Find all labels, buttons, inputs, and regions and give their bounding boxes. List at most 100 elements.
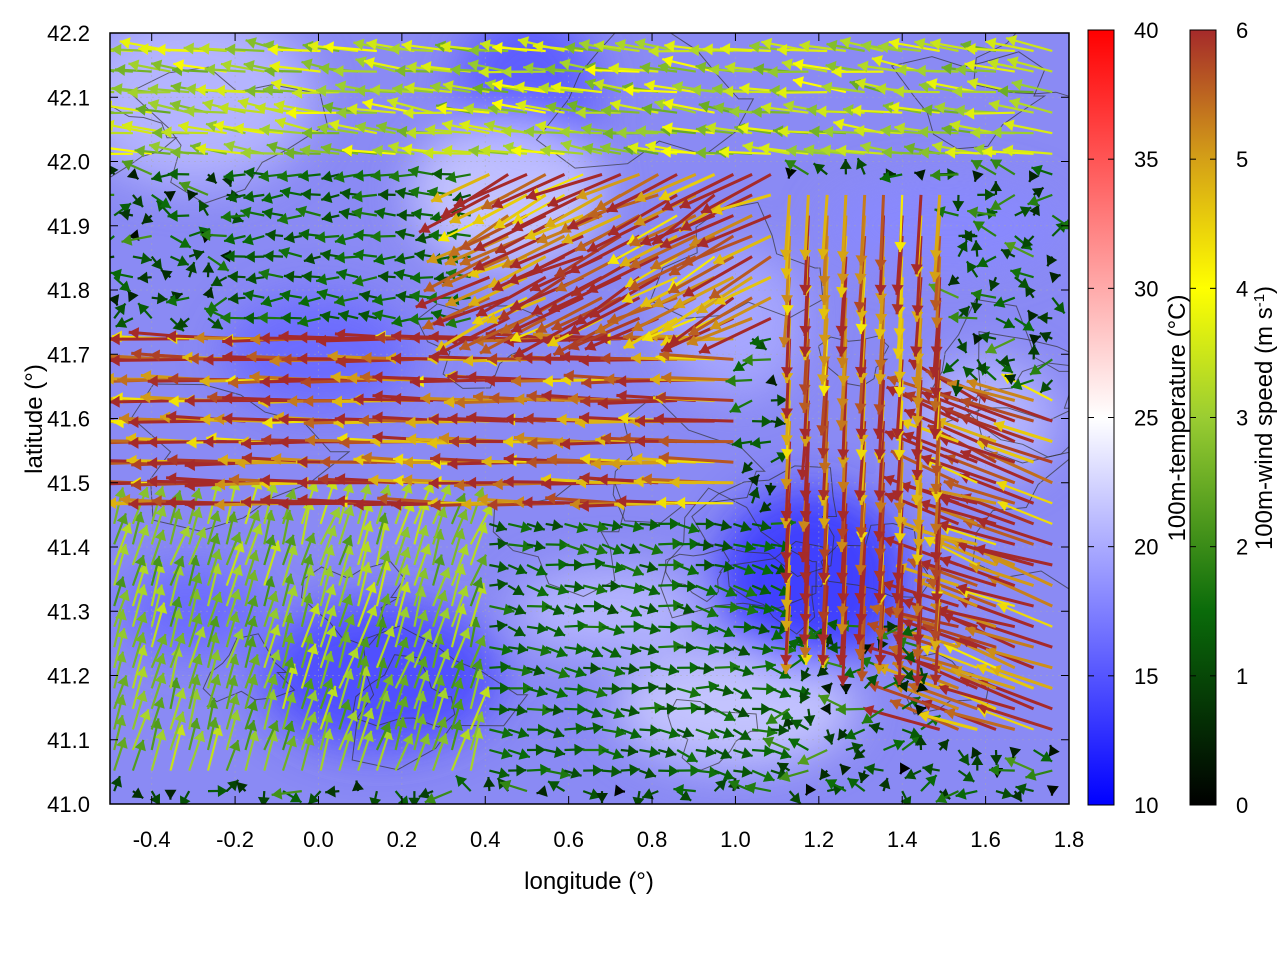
y-tick-label: 41.1 — [47, 728, 90, 753]
wind-arrow-head — [661, 341, 673, 353]
wind-arrow-head — [207, 391, 218, 404]
wind-arrow-head — [803, 715, 816, 726]
wind-arrow-head — [450, 63, 461, 76]
wind-arrow-shaft — [594, 173, 660, 212]
wind-arrow-shaft — [554, 234, 622, 278]
wind-arrow-head — [632, 796, 645, 804]
wind-arrow-shaft — [436, 316, 509, 356]
wind-arrow-head — [78, 458, 88, 470]
wind-arrow-head — [263, 576, 276, 588]
wind-arrow-head — [570, 767, 582, 779]
wind-arrow-head — [190, 488, 203, 500]
wind-arrow-head — [601, 104, 612, 117]
wind-arrow-head — [319, 310, 331, 323]
colorbar-tick-label: 3 — [1236, 406, 1248, 431]
wind-arrow-head — [396, 125, 408, 138]
wind-arrow-head — [575, 106, 586, 119]
wind-arrow-head — [513, 346, 526, 358]
wind-arrow-head — [962, 771, 975, 782]
wind-arrow-head — [825, 779, 838, 790]
wind-arrow-head — [87, 498, 97, 510]
wind-arrow-head — [190, 141, 202, 154]
wind-arrow-head — [837, 375, 850, 386]
wind-arrow-head — [477, 493, 488, 506]
wind-arrow-head — [646, 602, 659, 615]
wind-arrow-head — [918, 146, 930, 159]
wind-arrow-head — [342, 505, 355, 517]
wind-arrow-head — [370, 169, 381, 182]
wind-arrow-head — [415, 297, 428, 309]
wind-arrow-head — [956, 341, 967, 353]
wind-arrow-head — [347, 372, 358, 385]
colorbar-tick-label: 30 — [1134, 276, 1158, 301]
wind-arrow-shaft — [688, 214, 753, 248]
wind-arrow-head — [902, 618, 914, 630]
wind-arrow-head — [240, 206, 252, 219]
wind-arrow-head — [832, 783, 844, 796]
wind-arrow-head — [98, 142, 109, 154]
wind-arrow-head — [778, 336, 791, 348]
wind-arrow-head — [466, 371, 477, 384]
wind-arrow-head — [159, 197, 171, 208]
wind-arrow-head — [662, 122, 673, 135]
wind-arrow-head — [409, 290, 420, 303]
wind-arrow-head — [697, 236, 709, 248]
wind-arrow-head — [110, 497, 116, 509]
wind-arrow-head — [278, 373, 289, 386]
wind-arrow-head — [459, 255, 472, 267]
wind-arrow-head — [498, 767, 510, 779]
wind-arrow-head — [409, 375, 420, 388]
wind-arrow-head — [479, 39, 491, 52]
wind-arrow-head — [226, 191, 238, 203]
wind-arrow-head — [552, 727, 565, 739]
wind-arrow-head — [156, 292, 168, 305]
wind-arrow-head — [454, 479, 465, 492]
wind-arrow-head — [799, 593, 812, 604]
wind-arrow-head — [473, 487, 486, 499]
wind-arrow-head — [914, 735, 927, 746]
wind-arrow-shaft — [472, 193, 528, 225]
wind-arrow-head — [461, 498, 472, 511]
wind-arrow-head — [892, 654, 905, 666]
wind-arrow-head — [406, 127, 416, 139]
wind-arrow-head — [222, 392, 233, 405]
wind-arrow-head — [930, 569, 943, 580]
wind-arrow-head — [613, 665, 625, 677]
wind-arrow-head — [419, 733, 431, 746]
wind-arrow-shaft — [652, 275, 716, 308]
wind-arrow-shaft — [682, 255, 753, 298]
wind-arrow-head — [147, 83, 159, 96]
wind-arrow-head — [649, 724, 661, 737]
wind-arrow-head — [973, 221, 985, 232]
wind-arrow-head — [633, 620, 644, 633]
wind-arrow-head — [186, 189, 198, 202]
wind-arrow-shaft — [679, 173, 753, 209]
wind-arrow-head — [264, 534, 277, 547]
wind-arrow-head — [147, 457, 158, 469]
wind-arrow-head — [297, 493, 308, 506]
wind-arrow-shaft — [479, 316, 547, 355]
wind-arrow-head — [316, 334, 327, 347]
wind-arrow-head — [873, 570, 886, 581]
wind-arrow-head — [559, 58, 571, 71]
wind-arrow-head — [853, 633, 866, 645]
wind-arrow-head — [831, 65, 842, 78]
wind-arrow-head — [227, 780, 239, 792]
wind-arrow-head — [759, 501, 772, 512]
wind-arrow-head — [836, 623, 849, 635]
wind-arrow-head — [623, 84, 634, 97]
wind-arrow-head — [110, 372, 114, 385]
wind-arrow-shaft — [661, 173, 735, 212]
wind-arrow-head — [552, 704, 564, 716]
wind-arrow-head — [205, 172, 217, 184]
wind-arrow-head — [893, 328, 906, 339]
wind-arrow-head — [278, 413, 289, 426]
wind-arrow-head — [228, 694, 240, 706]
wind-arrow-head — [540, 144, 551, 157]
wind-arrow-head — [823, 125, 834, 138]
wind-arrow-head — [873, 593, 886, 604]
wind-arrow-head — [285, 736, 297, 748]
wind-arrow-head — [779, 687, 791, 699]
wind-arrow-head — [154, 529, 166, 542]
wind-arrow-shaft — [803, 421, 810, 501]
